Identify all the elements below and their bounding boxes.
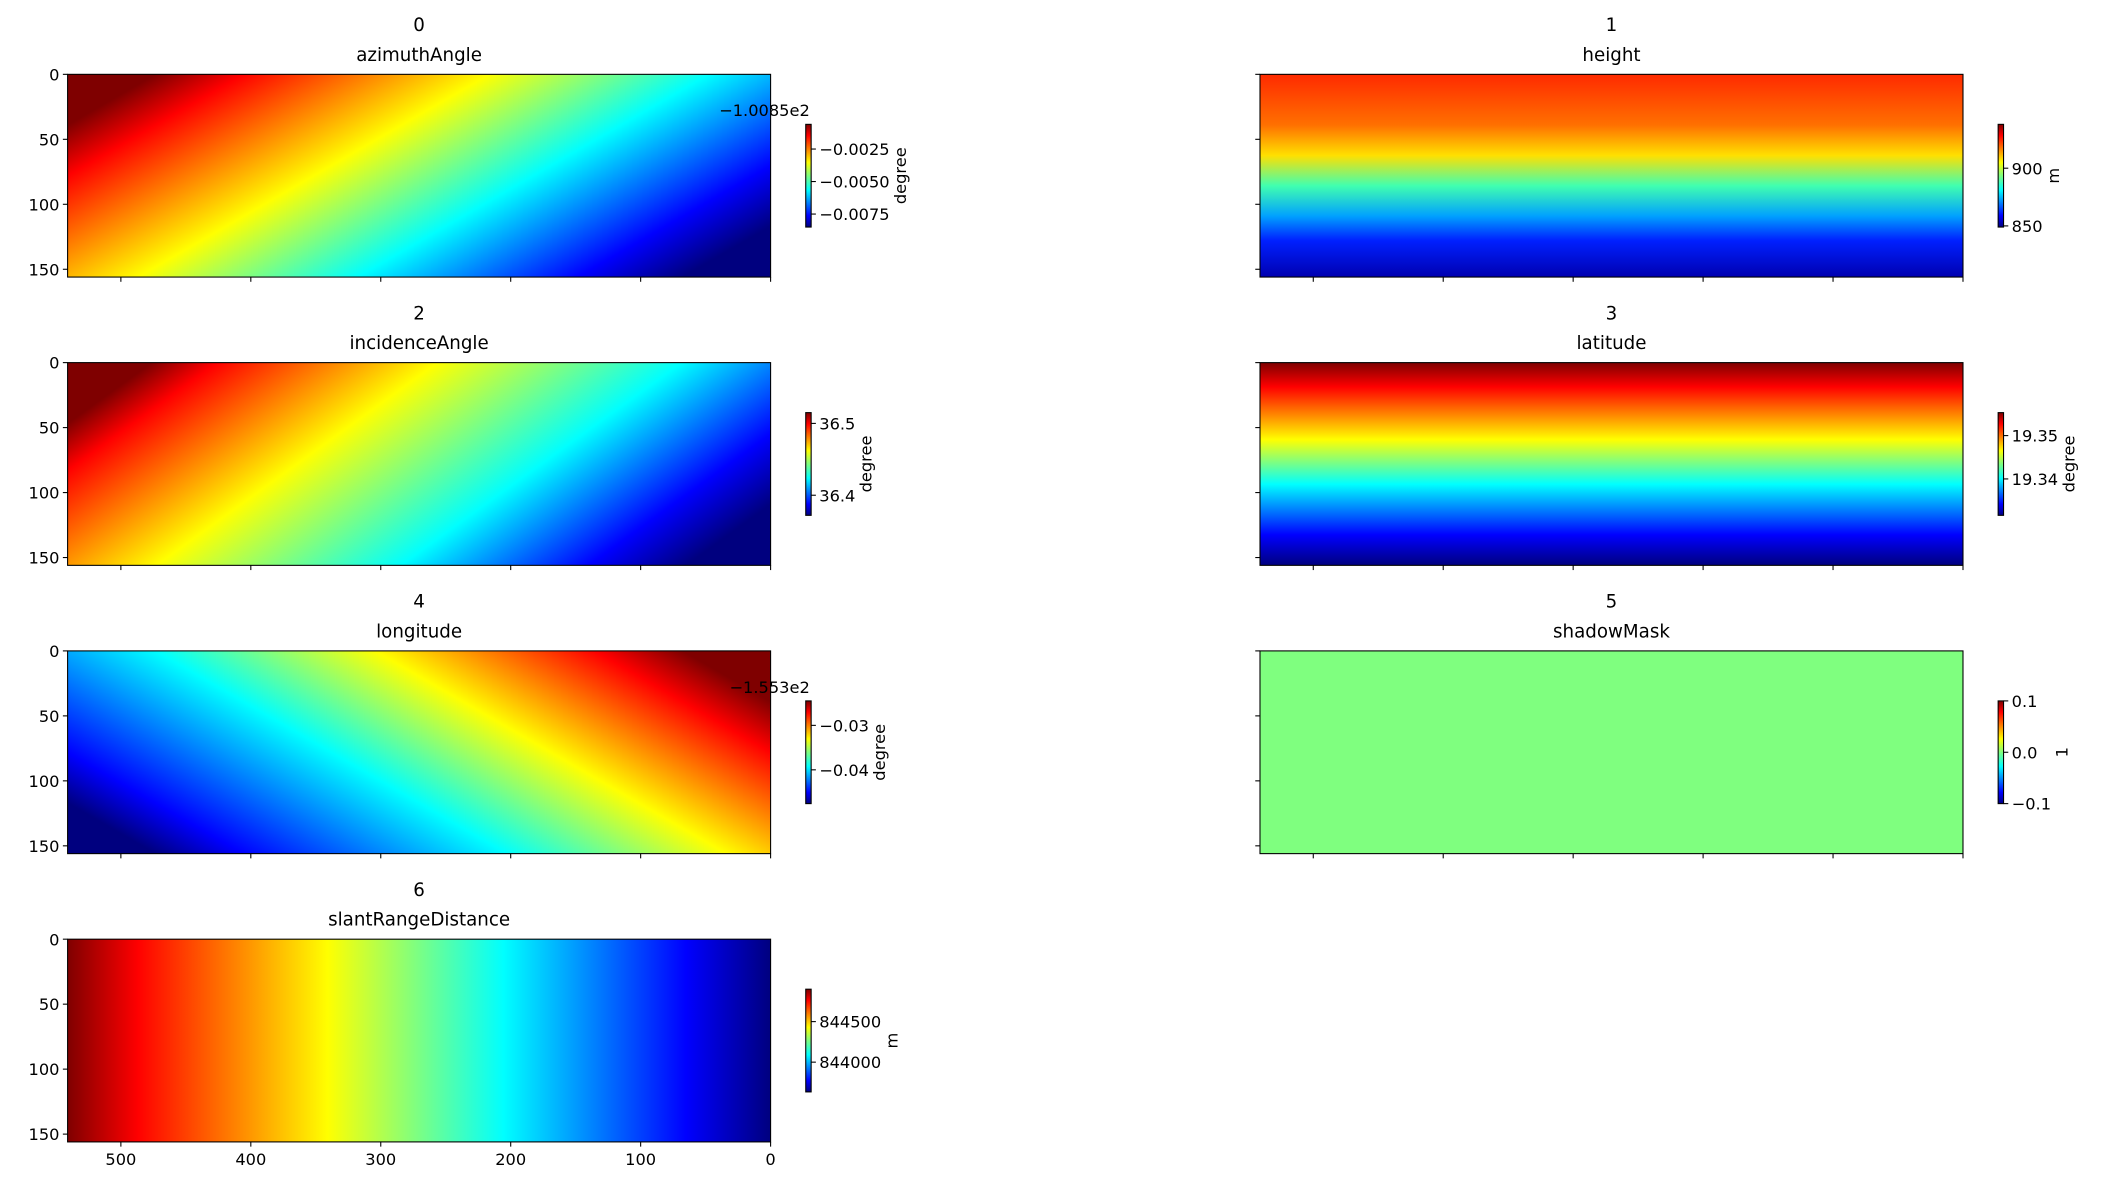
panel-label: 0 [413,15,425,36]
axes-frame [67,362,772,566]
y-tick-label: 50 [39,130,60,149]
colorbar-label: degree [891,147,910,204]
x-tick-label: 100 [625,1150,656,1169]
colorbar-label: m [2044,168,2063,184]
y-tick-label: 50 [39,419,60,438]
panel-label: 6 [413,880,425,901]
y-tick-label: 100 [29,195,60,214]
heatmap-image [1259,74,1963,278]
colorbar-tick-label: −0.04 [819,761,869,780]
panel-title: incidenceAngle [349,333,488,354]
y-tick-label: 50 [39,707,60,726]
panel-title: latitude [1577,333,1647,354]
colorbar-tick-label: −0.0050 [819,173,889,192]
colorbar-frame [805,412,812,516]
colorbar-tick-label: 0.0 [2012,743,2038,762]
colorbar-frame [805,988,812,1093]
y-tick-label: 150 [29,549,60,568]
y-tick-label: 0 [49,642,59,661]
colorbar-tick-label: 19.35 [2012,427,2058,446]
x-tick-label: 300 [365,1150,396,1169]
heatmap-image [1259,650,1963,854]
colorbar-frame [1997,123,2005,228]
colorbar-tick-label: 850 [2012,217,2043,236]
colorbar [1998,700,2004,804]
colorbar-tick-label: −0.1 [2012,795,2051,814]
heatmap-image [67,939,771,1142]
colorbar [805,700,812,804]
y-tick-label: 0 [49,65,59,84]
panel-title: azimuthAngle [356,45,482,66]
panel-label: 1 [1606,15,1618,36]
colorbar-label: degree [870,724,889,781]
colorbar-frame [1997,412,2005,516]
colorbar [1998,412,2004,516]
colorbar-tick-label: 19.34 [2012,470,2058,489]
colorbar-tick-label: 36.5 [819,414,855,433]
axes-frame [67,938,772,1143]
panel-title: shadowMask [1553,621,1670,642]
colorbar-tick-label: −0.0075 [819,205,889,224]
y-tick-label: 100 [29,484,60,503]
colorbar-offset-text: −1.0085e2 [719,101,810,120]
x-tick-label: 0 [765,1150,775,1169]
panel-label: 2 [413,303,425,324]
panel-label: 3 [1606,303,1618,324]
colorbar-label: 1 [2052,747,2071,757]
panel-title: height [1582,45,1640,66]
colorbar-label: m [882,1033,901,1049]
colorbar-tick-label: 844000 [819,1053,881,1072]
axes-frame [67,73,772,278]
colorbar-tick-label: 844500 [819,1013,881,1032]
y-tick-label: 50 [39,995,60,1014]
y-tick-label: 150 [29,1125,60,1144]
colorbar-label: degree [857,436,876,493]
heatmap-image [67,74,771,278]
x-tick-label: 500 [105,1150,136,1169]
y-tick-label: 100 [29,772,60,791]
x-tick-label: 200 [495,1150,526,1169]
colorbar [805,989,812,1092]
colorbar-tick-label: 36.4 [819,486,855,505]
colorbar [805,124,812,228]
axes-frame [67,650,772,855]
heatmap-image [67,362,771,566]
colorbar-label: degree [2059,436,2078,493]
colorbar-frame [805,123,812,228]
colorbar-tick-label: −0.03 [819,716,869,735]
heatmap-image [1259,362,1963,566]
colorbar [1998,124,2004,228]
axes-frame [1259,73,1964,278]
colorbar-frame [805,700,812,805]
colorbar-offset-text: −1.553e2 [729,678,809,697]
y-tick-label: 0 [49,930,59,949]
panel-title: slantRangeDistance [328,910,510,931]
axes-frame [1259,362,1964,566]
colorbar-tick-label: 900 [2012,159,2043,178]
y-tick-label: 150 [29,260,60,279]
colorbar-tick-label: 0.1 [2012,692,2038,711]
y-tick-label: 150 [29,837,60,856]
colorbar-tick-label: −0.0025 [819,140,889,159]
axes-frame [1259,650,1964,855]
panel-label: 4 [413,592,425,613]
y-tick-label: 0 [49,354,59,373]
heatmap-image [67,650,771,854]
panel-title: longitude [376,621,462,642]
x-tick-label: 400 [235,1150,266,1169]
y-tick-label: 100 [29,1060,60,1079]
colorbar [805,412,812,516]
panel-label: 5 [1606,592,1618,613]
